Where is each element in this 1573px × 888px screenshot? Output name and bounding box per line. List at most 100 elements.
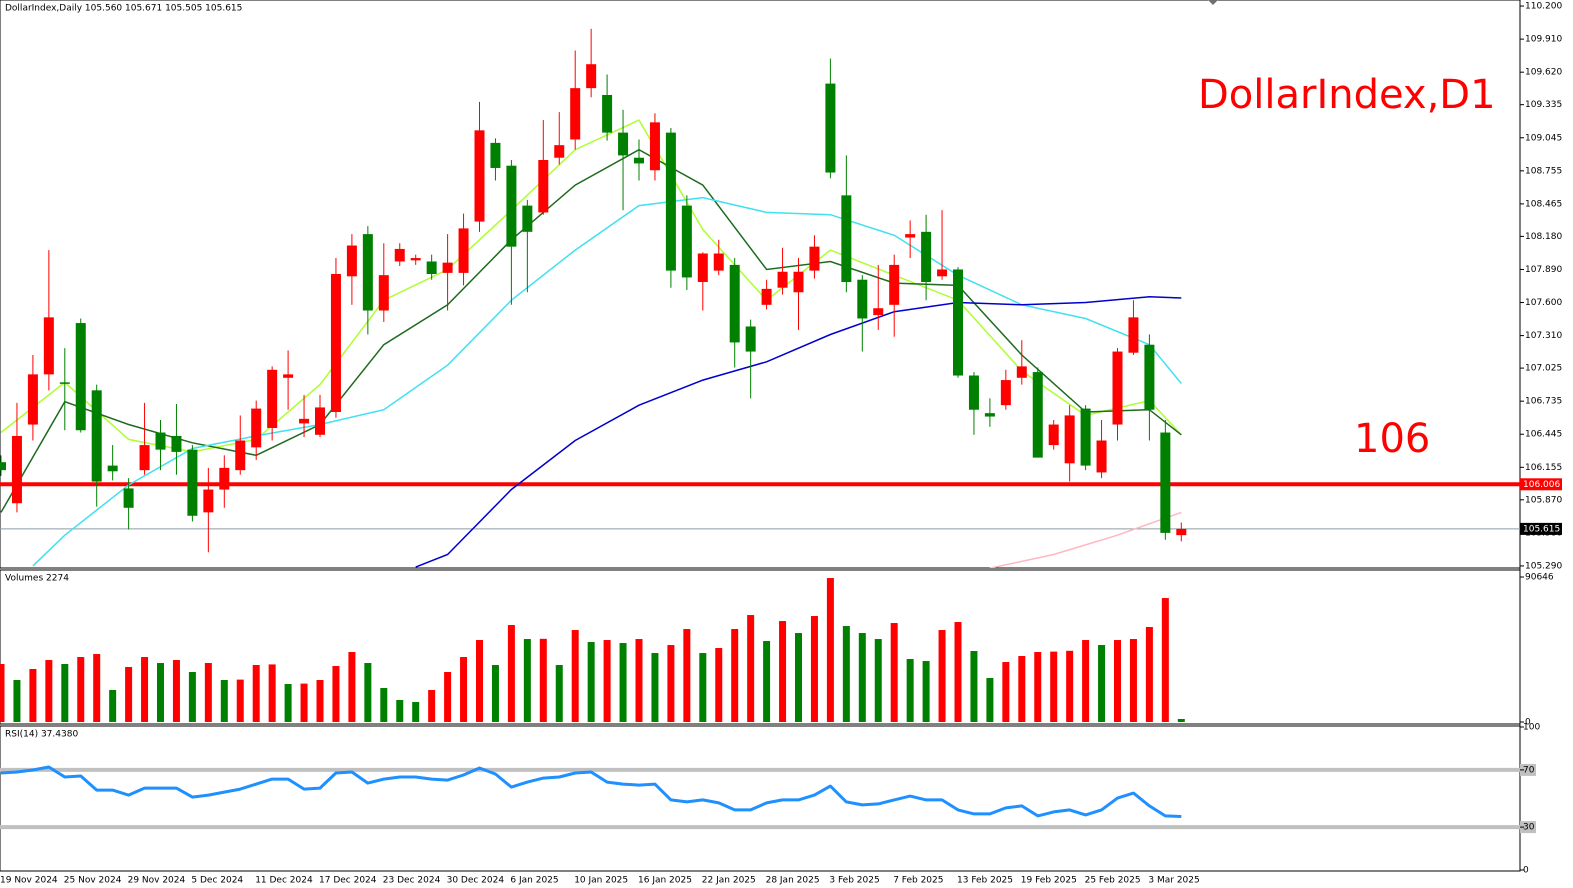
y-tick-label: 110.200: [1525, 2, 1562, 12]
candle-body: [362, 234, 373, 311]
y-tick-label: 105.290: [1525, 561, 1562, 571]
chart-title: DollarIndex,Daily 105.560 105.671 105.50…: [5, 4, 242, 14]
volume-bar: [77, 657, 85, 722]
volume-bar: [539, 638, 547, 722]
x-tick-label: 3 Mar 2025: [1148, 876, 1199, 886]
candle-body: [602, 94, 613, 133]
volume-bar: [890, 623, 898, 722]
y-tick-label: 109.910: [1525, 35, 1562, 45]
candle-body: [841, 195, 852, 283]
volume-bar: [699, 653, 707, 722]
x-tick-label: 23 Dec 2024: [383, 876, 441, 886]
volume-bar: [667, 645, 675, 722]
candle-body: [1000, 380, 1011, 406]
x-tick-label: 5 Dec 2024: [191, 876, 243, 886]
volume-bar: [555, 665, 563, 722]
candle-body: [506, 165, 517, 247]
y-tick-label: 108.180: [1525, 232, 1562, 242]
volume-bar: [1002, 662, 1010, 722]
candle-body: [139, 445, 150, 471]
candle-body: [91, 390, 102, 482]
x-tick-label: 11 Dec 2024: [255, 876, 313, 886]
candle-body: [1032, 372, 1043, 458]
rsi-title: RSI(14) 37.4380: [5, 730, 78, 740]
candle-body: [123, 488, 134, 508]
volume-bar: [731, 629, 739, 722]
volume-bar: [970, 651, 978, 722]
volume-bar: [332, 666, 340, 722]
y-tick-label: 109.335: [1525, 100, 1562, 110]
volume-bar: [954, 622, 962, 722]
x-tick-label: 16 Jan 2025: [638, 876, 692, 886]
candle-body: [889, 264, 900, 305]
y-tick-label: 107.310: [1525, 331, 1562, 341]
volume-bar: [300, 683, 308, 722]
volume-bar: [236, 679, 244, 722]
volume-bar: [141, 657, 149, 722]
volume-bar: [1161, 598, 1169, 722]
volume-bar: [157, 663, 164, 722]
volume-bar: [316, 680, 324, 722]
volume-bar: [922, 661, 930, 722]
candle-body: [1144, 344, 1155, 410]
candle-body: [59, 382, 70, 384]
moving-average: [415, 296, 1182, 568]
candle-body: [570, 88, 581, 140]
volume-bar: [380, 688, 388, 722]
candle-body: [107, 465, 118, 472]
volume-bar: [268, 664, 276, 722]
candle-body: [235, 440, 246, 471]
candle-body: [346, 245, 357, 277]
y-tick-label: 70: [1523, 765, 1535, 775]
volume-bar: [874, 639, 882, 722]
volume-bar: [172, 660, 180, 722]
candle-body: [745, 326, 756, 352]
candle-body: [905, 234, 916, 238]
candle-body: [522, 205, 533, 232]
candle-body: [1080, 408, 1091, 466]
x-tick-label: 30 Dec 2024: [447, 876, 505, 886]
candle-body: [697, 253, 708, 283]
y-tick-label: 0: [1523, 866, 1529, 876]
x-tick-label: 28 Jan 2025: [766, 876, 820, 886]
candle-body: [777, 271, 788, 288]
volume-bar: [29, 669, 37, 722]
volume-bar: [763, 641, 771, 722]
candle-body: [618, 132, 629, 156]
volume-bar: [109, 690, 117, 722]
annotation: DollarIndex,D1: [1198, 72, 1496, 118]
volume-bar: [1145, 627, 1153, 722]
y-tick-label: 106.735: [1525, 397, 1562, 407]
y-tick-label: 0: [1525, 718, 1531, 728]
candle-body: [490, 142, 501, 168]
candle-body: [681, 205, 692, 278]
volume-bar: [571, 630, 579, 722]
candle-body: [410, 258, 421, 261]
y-tick-label: 109.045: [1525, 133, 1562, 143]
volume-bar: [1177, 719, 1185, 722]
y-tick-label: 107.025: [1525, 364, 1562, 374]
moving-average: [0, 148, 1182, 513]
price-label: 105.615: [1523, 524, 1560, 534]
candle-body: [857, 279, 868, 319]
candle-body: [458, 228, 469, 273]
volume-plot: [0, 578, 1185, 722]
x-tick-label: 19 Nov 2024: [0, 876, 58, 886]
x-tick-label: 3 Feb 2025: [829, 876, 879, 886]
moving-average: [989, 511, 1182, 568]
x-tick-label: 7 Feb 2025: [893, 876, 943, 886]
x-tick-label: 25 Nov 2024: [64, 876, 122, 886]
x-tick-label: 19 Feb 2025: [1021, 876, 1077, 886]
volume-bar: [1129, 639, 1137, 722]
candle-body: [729, 264, 740, 343]
candle-body: [155, 432, 166, 450]
rsi-panel: [0, 725, 1521, 872]
volume-bar: [125, 667, 133, 722]
candle-body: [426, 261, 437, 275]
candle-body: [330, 274, 341, 413]
volume-bar: [45, 660, 53, 722]
volume-bar: [1082, 640, 1090, 722]
volume-bar: [460, 657, 468, 722]
candle-body: [378, 275, 389, 311]
